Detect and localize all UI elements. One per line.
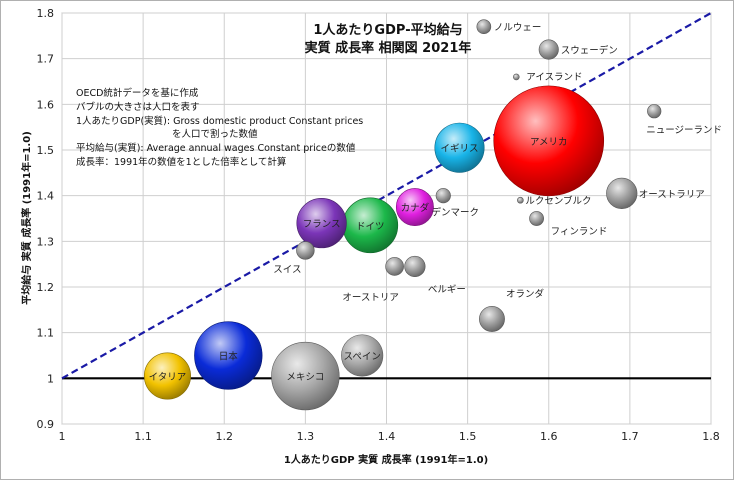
bubble-point (479, 306, 505, 332)
note-line-4: を人口で割った数値 (172, 128, 258, 140)
x-tick-label: 1.4 (378, 430, 396, 443)
note-line-5: 平均給与(実質): Average annual wages Constant … (76, 142, 356, 154)
bubble-label: ニュージーランド (646, 125, 722, 136)
bubble-label: メキシコ (286, 372, 324, 383)
bubble-label: ベルギー (428, 284, 466, 295)
chart-title-line-1: 1人あたりGDP-平均給与 (313, 22, 462, 38)
y-tick-label: 1.3 (37, 235, 55, 248)
note-line-1: OECD統計データを基に作成 (76, 87, 199, 99)
x-tick-label: 1.3 (297, 430, 315, 443)
note-line-2: バブルの大きさは人口を表す (76, 101, 200, 113)
bubble-point (385, 257, 404, 276)
bubble-point (512, 73, 520, 81)
bubble-point (395, 188, 434, 227)
y-tick-label: 0.9 (37, 418, 55, 431)
bubble-label: アメリカ (530, 137, 568, 148)
y-tick-label: 1.7 (37, 53, 55, 66)
diagonal-y-equals-x (61, 12, 712, 380)
bubble-label: スイス (273, 264, 301, 275)
x-tick-label: 1.7 (621, 430, 639, 443)
y-tick-label: 1.1 (37, 327, 55, 340)
bubble-label: イタリア (149, 372, 187, 383)
y-tick-label: 1.8 (37, 7, 55, 20)
bubble-point (647, 104, 662, 119)
bubble-label: ルクセンブルク (525, 195, 591, 207)
bubble-label: カナダ (401, 202, 430, 214)
bubble-point (606, 177, 638, 209)
x-tick-label: 1.8 (702, 430, 720, 443)
bubble-label: スウェーデン (561, 45, 618, 57)
bubble-point (529, 211, 544, 226)
chart-title-line-2: 実質 成長率 相関図 2021年 (305, 40, 472, 56)
bubble-point (517, 196, 524, 204)
bubble-point (476, 19, 492, 35)
bubble-point (435, 188, 451, 204)
y-tick-label: 1.5 (37, 144, 55, 157)
y-tick-label: 1.2 (37, 281, 55, 294)
bubble-label: アイスランド (526, 72, 582, 83)
bubble-label: フィンランド (551, 227, 608, 238)
bubble-label: ドイツ (356, 221, 385, 232)
bubble-label: ノルウェー (494, 23, 542, 34)
x-tick-label: 1 (59, 430, 66, 443)
bubble-label: 日本 (219, 351, 239, 363)
bubble-point (194, 321, 263, 390)
x-tick-label: 1.5 (459, 430, 477, 443)
x-axis-title: 1人あたりGDP 実質 成長率 (1991年=1.0) (284, 453, 488, 466)
bubble-point (434, 122, 485, 173)
y-tick-label: 1.4 (37, 190, 55, 203)
y-axis-title: 平均給与 実質 成長率 (1991年=1.0) (20, 131, 33, 305)
x-tick-label: 1.2 (216, 430, 234, 443)
axis-layer: 1 1.1 1.2 1.3 1.4 1.5 1.6 1.7 1.8 0.9 1 1.1 1.2 1.3 1.… (37, 7, 720, 443)
x-tick-label: 1.6 (540, 430, 558, 443)
bubble-point (404, 255, 426, 278)
x-tick-label: 1.1 (134, 430, 152, 443)
note-line-6: 成長率：1991年の数値を1とした倍率として計算 (76, 156, 286, 168)
bubble-point (271, 341, 340, 411)
bubble-label: スペイン (343, 352, 380, 363)
bubble-point (493, 85, 605, 197)
bubble-label: オーストラリア (639, 189, 705, 200)
bubble-label: イギリス (441, 144, 479, 155)
y-tick-label: 1 (47, 372, 54, 385)
bubble-point (143, 352, 191, 400)
y-tick-label: 1.6 (37, 98, 55, 111)
bubble-label: オランダ (506, 288, 545, 300)
bubble-point (341, 334, 384, 377)
bubble-point (296, 197, 347, 249)
bubble-label: デンマーク (432, 207, 480, 219)
bubble-label: オーストリア (342, 292, 399, 303)
grid-layer (61, 12, 712, 425)
bubble-label: フランス (303, 219, 341, 230)
bubble-point (538, 39, 559, 60)
bubble-point (296, 241, 315, 260)
note-line-3: 1人あたりGDP(実質): Gross domestic product Con… (76, 115, 363, 127)
